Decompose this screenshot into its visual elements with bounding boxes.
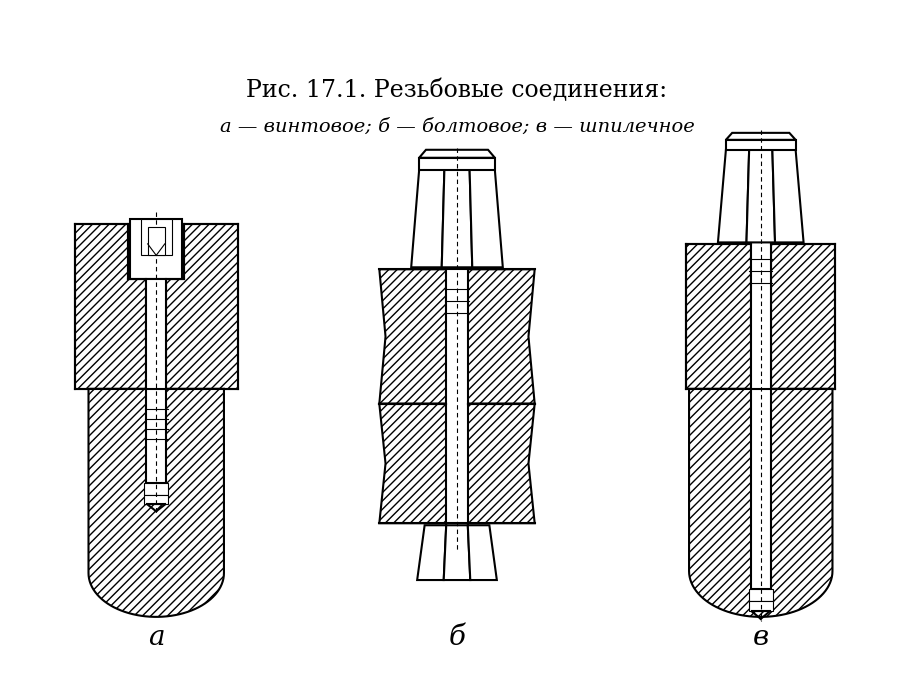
Bar: [131, 220, 182, 279]
Polygon shape: [689, 389, 833, 617]
Polygon shape: [417, 525, 446, 580]
Polygon shape: [468, 525, 497, 580]
Bar: [446, 269, 468, 543]
Bar: [146, 279, 166, 484]
Polygon shape: [468, 404, 535, 523]
Polygon shape: [411, 170, 444, 267]
Bar: [749, 601, 772, 611]
Polygon shape: [443, 525, 471, 580]
Bar: [726, 140, 795, 150]
Bar: [749, 589, 772, 601]
Bar: [144, 495, 168, 504]
Bar: [750, 239, 771, 589]
Polygon shape: [75, 224, 146, 389]
Bar: [420, 158, 494, 170]
Text: а — винтовое; б — болтовое; в — шпилечное: а — винтовое; б — болтовое; в — шпилечно…: [219, 118, 695, 136]
Bar: [144, 484, 168, 495]
Polygon shape: [726, 133, 795, 140]
Polygon shape: [470, 170, 503, 267]
Polygon shape: [379, 404, 446, 523]
Polygon shape: [441, 170, 473, 267]
Polygon shape: [89, 389, 224, 617]
Text: б: б: [449, 624, 465, 651]
Text: а: а: [148, 624, 165, 651]
Text: в: в: [753, 624, 769, 651]
Polygon shape: [468, 269, 535, 404]
Polygon shape: [747, 150, 775, 242]
Text: Рис. 17.1. Резьбовые соединения:: Рис. 17.1. Резьбовые соединения:: [247, 79, 667, 102]
Bar: [141, 220, 172, 255]
Polygon shape: [379, 269, 446, 404]
Polygon shape: [166, 224, 238, 389]
Polygon shape: [772, 150, 803, 242]
Polygon shape: [717, 150, 749, 242]
Bar: [148, 226, 165, 255]
Polygon shape: [771, 244, 835, 389]
Polygon shape: [686, 244, 750, 389]
Polygon shape: [420, 150, 494, 158]
